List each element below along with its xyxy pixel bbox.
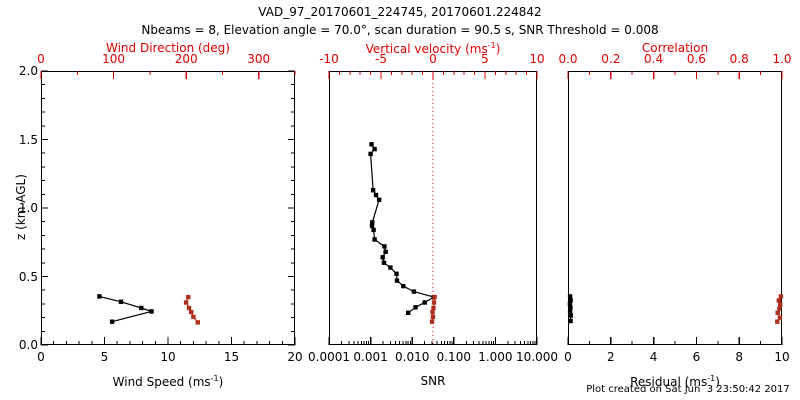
x-axis-bottom-tick-label-panel-snr: 0.0001 <box>308 350 350 364</box>
x-axis-top-tick-label-panel-wind: 0 <box>37 52 45 66</box>
x-axis-bottom-tick-label-panel-snr: 0.100 <box>436 350 471 364</box>
panel-wind-top-axis-title: Wind Direction (deg) <box>106 41 230 55</box>
x-axis-bottom-tick-label-panel-snr: 1.000 <box>478 350 513 364</box>
panel-snr-bottom-axis-title: SNR <box>420 374 446 388</box>
panel-snr-top-axis-title-tail: ) <box>495 42 501 56</box>
panel-residual-bottom-axis-title: Residual (ms-1) <box>568 374 782 389</box>
panel-snr-frame <box>329 71 537 345</box>
panel-wind-bottom-axis-title: Wind Speed (ms-1) <box>41 374 295 389</box>
x-axis-top-tick-label-panel-residual: 0.2 <box>601 52 621 66</box>
x-axis-top-tick-label-panel-snr: 5 <box>481 52 489 66</box>
panel-residual-frame <box>568 71 782 345</box>
x-axis-bottom-tick-label-panel-residual: 6 <box>692 350 701 364</box>
panel-wind-bottom-axis-title-exponent: -1 <box>210 374 219 383</box>
x-axis-bottom-tick-label-panel-snr: 0.001 <box>353 350 388 364</box>
x-axis-bottom-tick-label-panel-wind: 15 <box>223 350 240 364</box>
y-axis-tick-label: 0.5 <box>18 269 38 284</box>
panel-wind-bottom-axis-title-text: Wind Speed (ms <box>112 375 211 389</box>
panel-wind-frame <box>41 71 295 345</box>
x-axis-bottom-tick-label-panel-residual: 4 <box>649 350 658 364</box>
x-axis-top-tick-label-panel-residual: 0.0 <box>558 52 578 66</box>
panel-snr-top-axis-title-text: Vertical velocity (ms <box>365 42 488 56</box>
x-axis-top-tick-label-panel-snr: 10 <box>529 52 545 66</box>
x-axis-bottom-tick-label-panel-residual: 10 <box>774 350 790 364</box>
plot-title: VAD_97_20170601_224745, 20170601.224842 <box>258 5 542 19</box>
x-axis-bottom-tick-label-panel-wind: 0 <box>37 350 45 364</box>
y-axis-tick-label: 0.0 <box>18 338 38 352</box>
x-axis-top-tick-label-panel-residual: 1.0 <box>772 52 792 66</box>
y-axis-tick-label: 1.5 <box>18 132 38 147</box>
x-axis-top-tick-label-panel-residual: 0.8 <box>729 52 749 66</box>
panel-residual-bottom-axis-title-exponent: -1 <box>707 374 716 383</box>
x-axis-bottom-tick-label-panel-snr: 10.000 <box>516 350 558 364</box>
x-axis-top-tick-label-panel-residual: 0.4 <box>644 52 664 66</box>
x-axis-bottom-tick-label-panel-residual: 8 <box>735 350 743 364</box>
x-axis-bottom-tick-label-panel-residual: 0 <box>564 350 572 364</box>
plot-subtitle: Nbeams = 8, Elevation angle = 70.0°, sca… <box>141 23 659 37</box>
panel-snr-top-axis-title: Vertical velocity (ms-1) <box>329 41 537 56</box>
x-axis-top-tick-label-panel-snr: -5 <box>375 52 387 66</box>
panel-residual-bottom-axis-title-text: Residual (ms <box>630 375 708 389</box>
x-axis-top-tick-label-panel-snr: 0 <box>429 52 437 66</box>
y-axis-tick-label: 1.0 <box>18 201 38 215</box>
x-axis-bottom-tick-label-panel-wind: 5 <box>100 350 109 364</box>
x-axis-top-tick-label-panel-residual: 0.6 <box>686 52 706 66</box>
x-axis-top-tick-label-panel-wind: 100 <box>102 52 126 66</box>
panel-residual-bottom-axis-title-tail: ) <box>715 375 720 389</box>
y-axis-tick-label: 2.0 <box>18 64 38 78</box>
x-axis-top-tick-label-panel-wind: 200 <box>174 52 198 66</box>
x-axis-bottom-tick-label-panel-wind: 20 <box>287 350 303 364</box>
panel-residual-top-axis-title: Correlation <box>641 41 709 55</box>
footer-timestamp: Plot created on Sat Jun 3 23:50:42 2017 <box>586 384 790 395</box>
x-axis-top-tick-label-panel-wind: 300 <box>247 52 271 66</box>
panel-snr-top-axis-title-exponent: -1 <box>487 41 496 50</box>
x-axis-bottom-tick-label-panel-residual: 2 <box>606 350 615 364</box>
x-axis-bottom-tick-label-panel-snr: 0.010 <box>395 350 430 364</box>
x-axis-top-tick-label-panel-snr: -10 <box>319 52 339 66</box>
x-axis-bottom-tick-label-panel-wind: 10 <box>160 350 176 364</box>
panel-wind-bottom-axis-title-tail: ) <box>218 375 224 389</box>
